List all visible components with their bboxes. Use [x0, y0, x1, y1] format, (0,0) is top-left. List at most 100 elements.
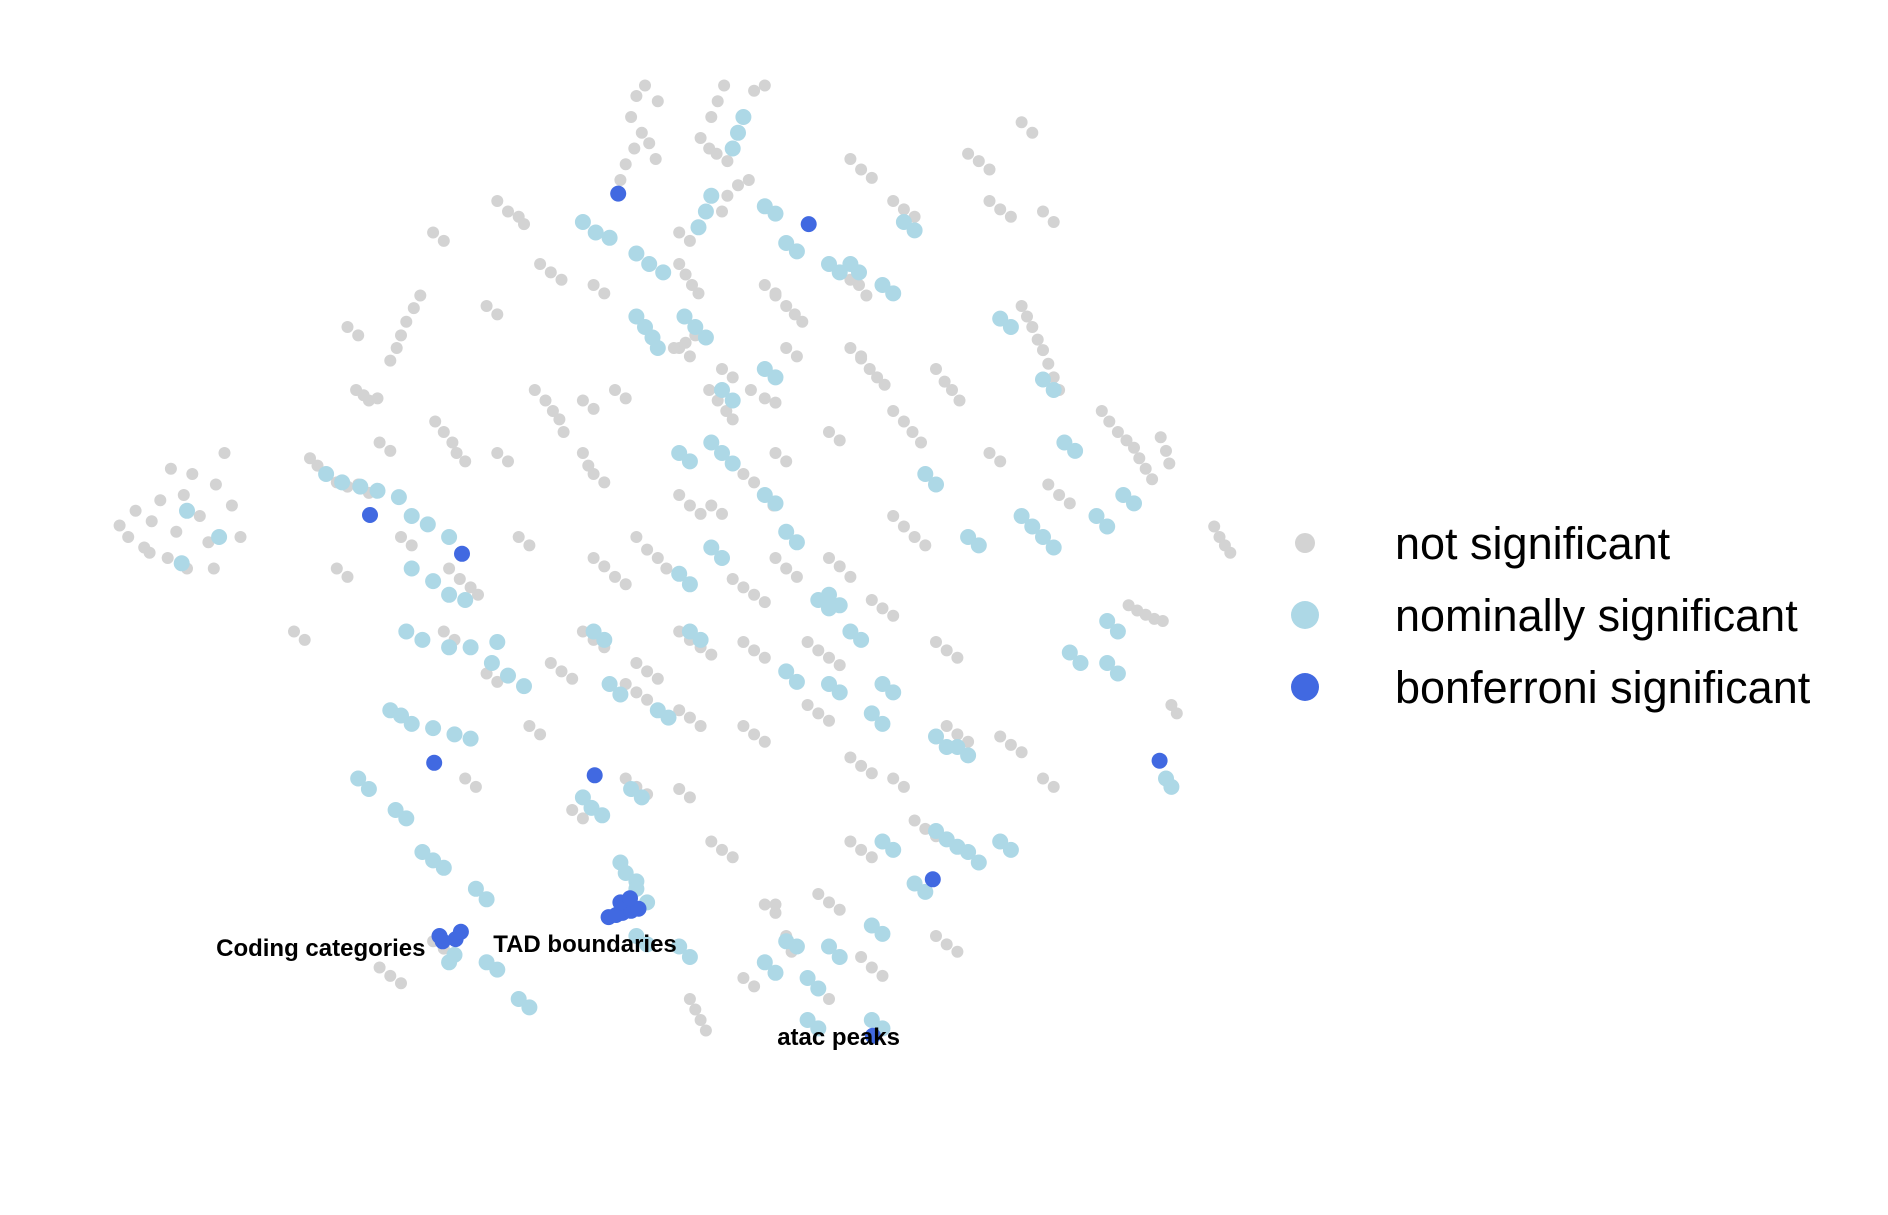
data-point	[143, 546, 156, 559]
data-point	[612, 686, 629, 703]
data-point	[414, 631, 431, 648]
data-point	[970, 537, 987, 554]
data-point	[491, 195, 504, 207]
data-point	[756, 361, 773, 377]
data-point	[441, 586, 458, 603]
data-point	[641, 665, 654, 678]
data-point	[225, 499, 238, 512]
data-point	[799, 970, 816, 986]
data-point	[897, 780, 910, 793]
data-point	[555, 273, 568, 286]
data-point	[801, 699, 814, 711]
data-point	[699, 1024, 712, 1037]
point-annotations: Coding categories TAD boundaries atac peak…	[216, 931, 900, 1051]
data-point	[844, 570, 857, 583]
data-point	[1208, 520, 1221, 533]
data-point	[855, 951, 868, 963]
data-point	[683, 993, 696, 1005]
data-point	[113, 519, 126, 532]
data-point	[502, 205, 514, 218]
data-point	[692, 287, 705, 300]
data-point	[1139, 462, 1152, 475]
data-point	[587, 279, 600, 291]
data-point	[897, 415, 910, 428]
data-point	[865, 851, 878, 864]
data-point	[810, 592, 827, 608]
data-point	[1163, 778, 1180, 795]
data-point	[1126, 495, 1142, 512]
data-point	[403, 715, 420, 732]
data-point	[298, 633, 311, 646]
data-point	[705, 499, 718, 512]
data-point	[951, 728, 964, 741]
data-point	[341, 570, 354, 583]
data-point	[940, 938, 953, 951]
data-point	[721, 189, 734, 202]
data-point	[122, 531, 135, 543]
data-point	[994, 203, 1007, 216]
data-point	[1037, 205, 1049, 218]
data-point	[737, 636, 750, 648]
data-point	[478, 891, 495, 908]
data-point	[491, 447, 504, 459]
data-point	[1088, 508, 1105, 524]
data-point	[906, 222, 923, 239]
data-point	[598, 476, 611, 489]
data-point	[635, 126, 648, 139]
data-point	[735, 109, 752, 125]
data-point	[576, 625, 589, 638]
data-point	[441, 639, 458, 656]
data-point	[812, 644, 825, 657]
data-point	[767, 205, 784, 222]
data-point	[1035, 371, 1051, 388]
data-point	[384, 969, 397, 982]
data-point	[951, 945, 964, 958]
data-point	[1103, 415, 1116, 428]
data-point	[769, 447, 782, 459]
data-point	[871, 371, 884, 384]
data-point	[874, 277, 891, 293]
data-point	[446, 726, 463, 743]
data-point	[218, 447, 231, 459]
data-point	[833, 434, 846, 447]
data-point	[863, 705, 880, 722]
data-point	[758, 651, 771, 664]
legend-marker	[1295, 533, 1315, 553]
data-point	[844, 342, 857, 354]
data-point	[454, 545, 470, 562]
data-point	[390, 342, 403, 354]
data-point	[1109, 623, 1126, 640]
data-point	[737, 581, 750, 594]
data-point	[769, 552, 782, 564]
data-point	[780, 562, 793, 575]
data-point	[1099, 613, 1116, 629]
data-point	[874, 715, 891, 732]
data-point	[1063, 497, 1076, 510]
data-point	[609, 570, 621, 583]
data-point	[938, 739, 955, 755]
data-point	[917, 883, 934, 900]
data-point	[641, 543, 654, 556]
data-point	[769, 906, 782, 919]
data-point	[831, 264, 848, 281]
data-point	[767, 964, 784, 981]
data-point	[778, 663, 795, 680]
data-point	[1120, 434, 1133, 447]
data-point	[730, 124, 746, 141]
data-point	[480, 300, 493, 312]
data-point	[371, 392, 384, 405]
data-point	[576, 394, 589, 407]
data-point	[897, 520, 910, 533]
data-point	[491, 308, 504, 321]
legend-label: nominally significant	[1395, 590, 1798, 641]
data-point	[601, 676, 618, 692]
data-point	[748, 980, 761, 993]
data-point	[1002, 319, 1019, 335]
data-point	[1115, 487, 1132, 503]
data-point	[1004, 738, 1017, 751]
data-point	[823, 714, 835, 727]
data-point	[844, 751, 857, 764]
data-point	[173, 555, 190, 572]
data-point	[1047, 780, 1060, 793]
